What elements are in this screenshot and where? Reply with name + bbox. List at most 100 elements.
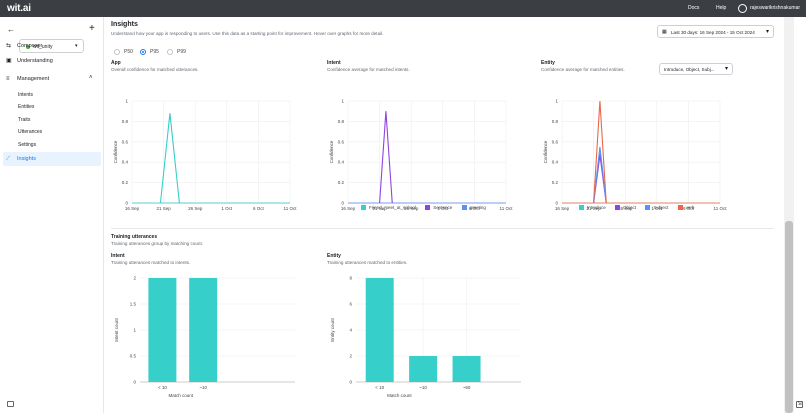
- user-name[interactable]: rajeswarikrishnakumar: [750, 5, 801, 11]
- nav-composer-label: Composer: [17, 43, 43, 49]
- legend-swatch: [425, 205, 431, 210]
- series-line-app: [159, 113, 180, 204]
- scrollbar-thumb[interactable]: [785, 221, 793, 413]
- entity-count-chart[interactable]: 0 2 4 6 8 < 10 ~10 ~50 Entity count Match count: [320, 272, 540, 402]
- legend-item[interactable]: Object: [615, 205, 636, 210]
- radio-p95[interactable]: [140, 49, 146, 55]
- legend-label: Subject: [653, 205, 669, 210]
- sidebar-item-settings[interactable]: Settings: [18, 142, 37, 148]
- radio-p50[interactable]: [114, 49, 120, 55]
- y-tick-label: 0.8: [122, 119, 129, 124]
- app-chart-desc: Overall confidence for matched utterance…: [111, 67, 199, 72]
- nav-understanding-label: Understanding: [17, 58, 53, 64]
- y-tick-label: 8: [349, 276, 352, 281]
- docs-link[interactable]: Docs: [688, 5, 700, 11]
- y-tick-label: 0.2: [122, 180, 129, 185]
- y-tick-label: 0.6: [552, 139, 559, 144]
- add-app-icon[interactable]: +: [89, 23, 95, 34]
- sidebar-item-intents[interactable]: Intents: [18, 92, 34, 98]
- x-tick-label: 16 Sep: [125, 206, 140, 211]
- entity-filter-select[interactable]: Introduce, Object, Subj... ▾: [659, 63, 733, 75]
- composer-icon: ⇆: [6, 43, 12, 49]
- page-description: Understand how your app is responding to…: [111, 31, 384, 36]
- nav-management[interactable]: ≡ Management ˄: [0, 72, 104, 86]
- app-name: wit_unity: [33, 44, 53, 50]
- nav-understanding[interactable]: ▣ Understanding: [0, 54, 104, 68]
- y-tick-label: 0.2: [552, 180, 559, 185]
- page-title: Insights: [111, 21, 138, 28]
- bar: [452, 356, 481, 382]
- x-tick-label: 11 Oct: [500, 206, 514, 211]
- understanding-icon: ▣: [6, 58, 12, 64]
- series-line-subject: [593, 146, 607, 204]
- sidebar-item-entities[interactable]: Entities: [18, 104, 35, 110]
- y-tick-label: 4: [349, 328, 352, 333]
- intent-chart-desc: Confidence average for matched intents.: [327, 67, 410, 72]
- collapse-sidebar-icon[interactable]: [7, 401, 14, 407]
- intent-legend: Friend_meet_at_school Sentence greeting: [361, 205, 486, 210]
- x-tick-label: ~10: [199, 385, 207, 390]
- legend-item[interactable]: Subject: [645, 205, 668, 210]
- back-arrow-icon[interactable]: ←: [7, 25, 15, 34]
- entity-legend: Introduce Object Subject verb: [579, 205, 694, 210]
- management-icon: ≡: [6, 76, 10, 82]
- y-tick-label: 0.4: [552, 160, 559, 165]
- y-tick-label: 1.5: [130, 302, 137, 307]
- app-confidence-chart[interactable]: 0 0.2 0.4 0.6 0.8 1 16 Sep 21 Sep 26 Sep 1 Oct 6 O…: [104, 93, 304, 213]
- legend-swatch: [361, 205, 366, 210]
- series-line-sentence: [379, 111, 393, 204]
- y-tick-label: 2: [133, 276, 136, 281]
- y-tick-label: 2: [349, 354, 352, 359]
- nav-insights[interactable]: ⟋ Insights: [3, 152, 101, 166]
- y-tick-label: 0.6: [122, 139, 129, 144]
- sidebar-item-utterances[interactable]: Utterances: [18, 129, 43, 135]
- date-range-picker[interactable]: ▦ Last 30 days: 16 Sep 2024 - 15 Oct 202…: [657, 25, 774, 38]
- y-axis-label: Confidence: [113, 140, 118, 163]
- radio-p99[interactable]: [167, 49, 173, 55]
- intent-count-chart[interactable]: 0 0.5 1 1.5 2 < 10 ~10 Intent count Match count: [104, 272, 314, 402]
- y-axis-label: Intent count: [114, 317, 119, 341]
- legend-item[interactable]: Introduce: [579, 205, 606, 210]
- intent-chart-title: Intent: [327, 60, 341, 66]
- legend-label: greeting: [469, 205, 486, 210]
- x-tick-label: ~10: [419, 385, 427, 390]
- legend-item[interactable]: Sentence: [425, 205, 452, 210]
- training-entity-title: Entity: [327, 253, 341, 259]
- radio-p50-label: P50: [124, 49, 133, 55]
- entity-chart-title: Entity: [541, 60, 555, 66]
- bar: [365, 278, 394, 382]
- scrollbar[interactable]: [784, 17, 794, 413]
- wit-logo[interactable]: wit.ai: [7, 3, 31, 14]
- sidebar-item-traits[interactable]: Traits: [18, 117, 31, 123]
- expand-icon[interactable]: ⇲: [796, 401, 803, 408]
- legend-swatch: [615, 205, 621, 210]
- legend-swatch: [461, 205, 467, 210]
- chevron-down-icon: ▾: [766, 29, 770, 35]
- legend-item[interactable]: verb: [677, 205, 694, 210]
- y-tick-label: 0: [133, 380, 136, 385]
- legend-label: Object: [623, 205, 637, 210]
- legend-label: Introduce: [587, 205, 606, 210]
- nav-composer[interactable]: ⇆ Composer: [0, 39, 104, 53]
- legend-item[interactable]: greeting: [461, 205, 486, 210]
- x-tick-label: 16 Sep: [555, 206, 570, 211]
- x-tick-label: 1 Oct: [651, 206, 663, 211]
- legend-swatch: [579, 205, 584, 210]
- user-avatar-icon[interactable]: [738, 4, 747, 13]
- app-selector[interactable]: wit_unity ▾: [19, 39, 84, 53]
- y-tick-label: 0.8: [338, 119, 345, 124]
- x-tick-label: 6 Oct: [469, 206, 481, 211]
- legend-swatch: [645, 205, 651, 210]
- x-tick-label: ~50: [463, 385, 471, 390]
- training-entity-desc: Training utterances matched to entities.: [327, 260, 408, 265]
- entity-confidence-chart[interactable]: 0 0.2 0.4 0.6 0.8 1 16 Sep 21 Sep 26 Sep 1 Oct 6 O…: [534, 93, 734, 213]
- y-axis-label: Confidence: [543, 140, 548, 163]
- help-link[interactable]: Help: [716, 5, 727, 11]
- chevron-up-icon: ˄: [89, 75, 93, 81]
- legend-item[interactable]: Friend_meet_at_school: [361, 205, 416, 210]
- y-tick-label: 0.6: [338, 139, 345, 144]
- intent-confidence-chart[interactable]: 0 0.2 0.4 0.6 0.8 1 16 Sep 21 Sep 26 Sep 1 Oct 6 O…: [320, 93, 520, 213]
- y-tick-label: 6: [349, 302, 352, 307]
- y-axis-label: Confidence: [329, 140, 334, 163]
- nav-insights-label: Insights: [17, 156, 36, 162]
